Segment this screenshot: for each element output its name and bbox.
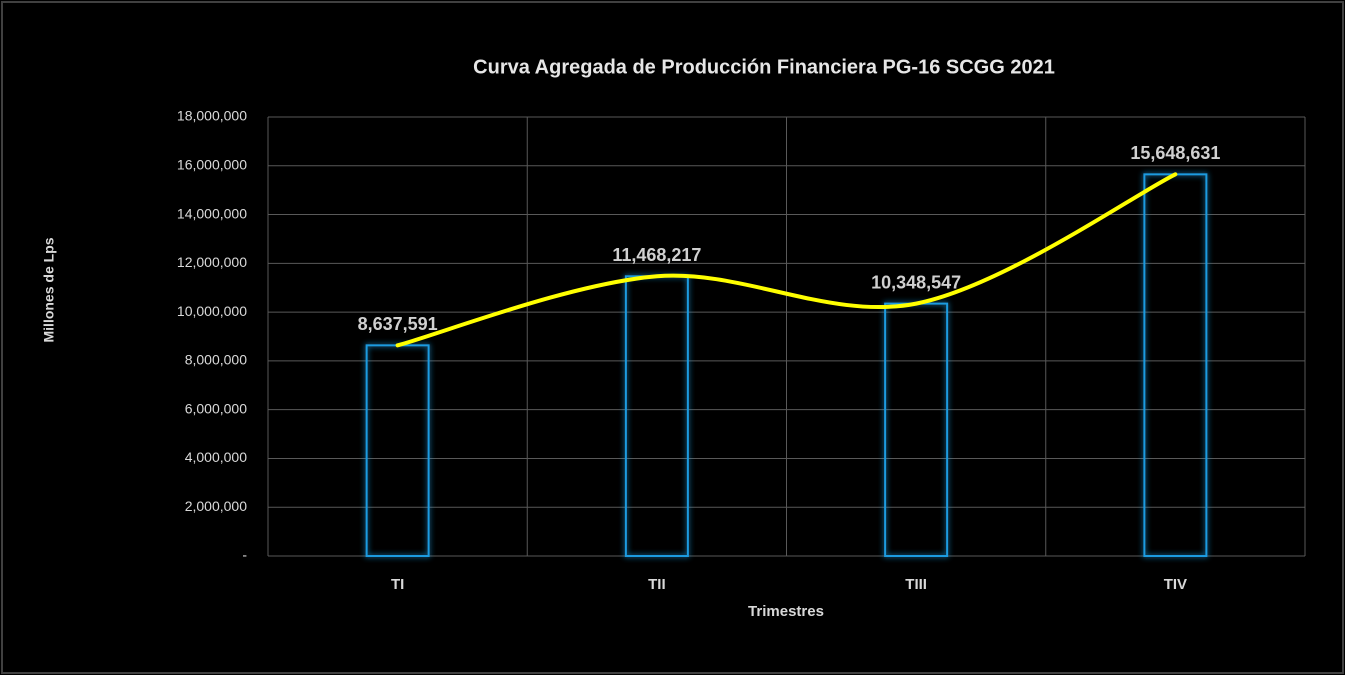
chart-title: Curva Agregada de Producción Financiera …	[473, 56, 1055, 78]
y-tick-label: 16,000,000	[177, 156, 247, 172]
y-tick-label: 4,000,000	[185, 449, 247, 465]
data-label: 10,348,547	[871, 272, 961, 292]
y-tick-label: 18,000,000	[177, 108, 247, 124]
y-tick-label: 12,000,000	[177, 254, 247, 270]
y-tick-label: 2,000,000	[185, 498, 247, 514]
x-axis-label: Trimestres	[748, 603, 824, 620]
x-tick-label: TII	[648, 576, 666, 593]
trend-line	[395, 172, 1178, 348]
y-tick-label: 10,000,000	[177, 303, 247, 319]
y-tick-label: -	[242, 547, 247, 563]
y-tick-label: 14,000,000	[177, 205, 247, 221]
y-axis-label: Millones de Lps	[41, 237, 57, 342]
x-tick-label: TIII	[905, 576, 927, 593]
data-label: 15,648,631	[1130, 143, 1220, 163]
y-tick-label: 6,000,000	[185, 400, 247, 416]
data-label: 8,637,591	[358, 314, 438, 334]
data-label: 11,468,217	[612, 245, 701, 265]
y-tick-label: 8,000,000	[185, 352, 247, 368]
x-tick-label: TIV	[1164, 576, 1187, 593]
x-tick-label: TI	[391, 576, 404, 593]
